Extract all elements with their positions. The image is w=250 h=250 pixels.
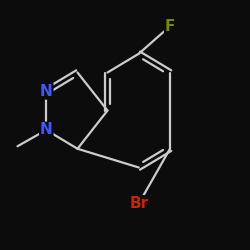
Text: F: F — [165, 19, 175, 34]
Text: N: N — [40, 122, 52, 138]
Text: N: N — [40, 84, 52, 99]
Text: Br: Br — [129, 196, 148, 211]
